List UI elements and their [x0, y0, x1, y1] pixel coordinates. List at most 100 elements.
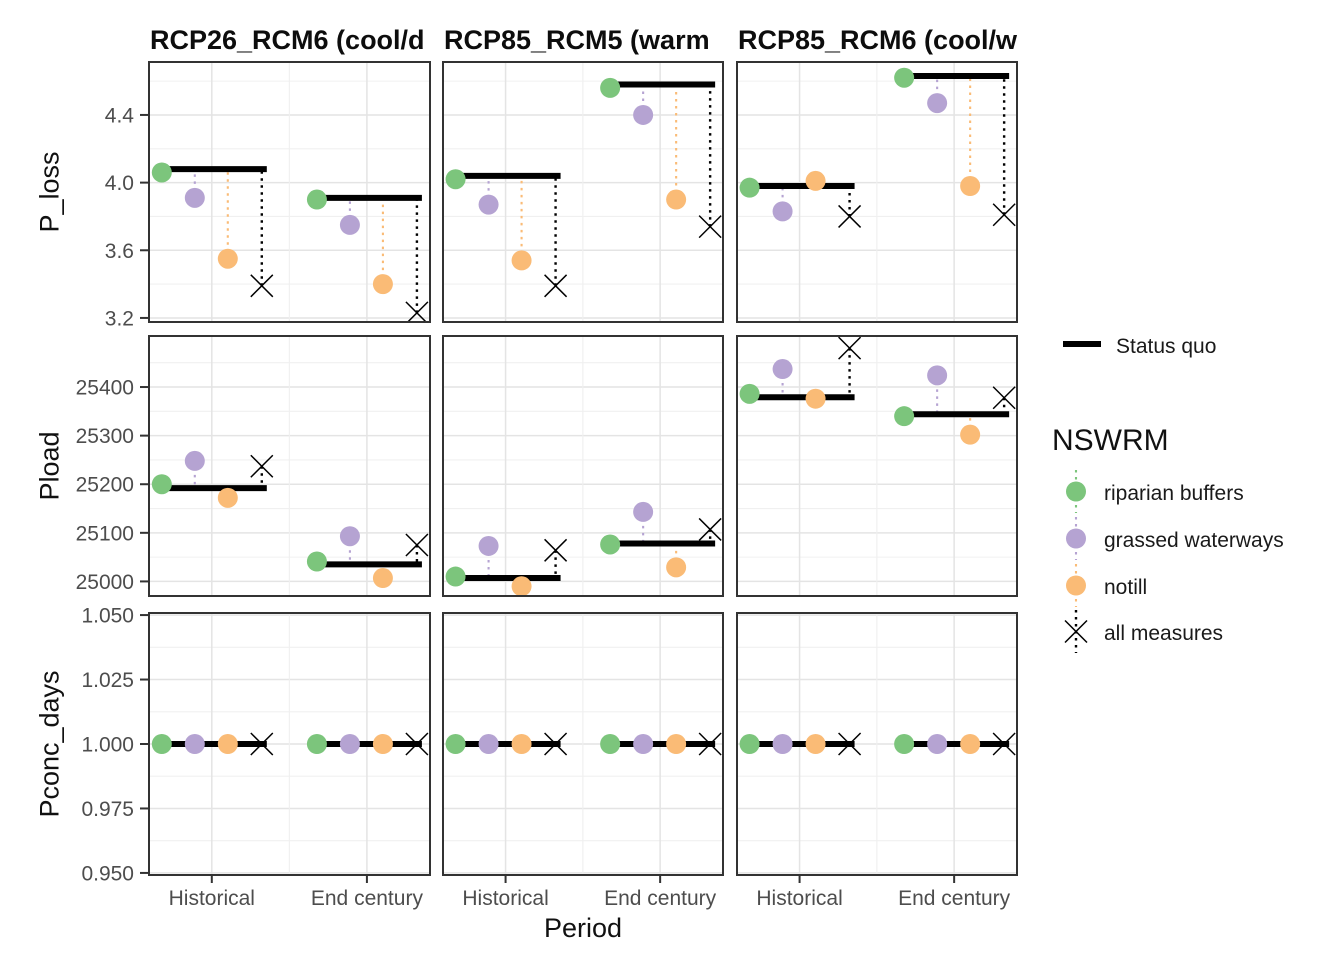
y-tick-label: 1.050 [81, 605, 134, 628]
grassed-waterways-swatch-icon [1062, 515, 1090, 567]
point-notill [960, 424, 981, 445]
point-riparian-buffers [151, 474, 172, 495]
point-all-measures [250, 274, 274, 298]
x-tick-label: End century [898, 887, 1011, 910]
point-all-measures [405, 533, 429, 557]
point-all-measures [992, 732, 1016, 756]
point-riparian-buffers [445, 169, 466, 190]
point-riparian-buffers [306, 734, 327, 754]
facet-title-rcp85-rcm5: RCP85_RCM5 (warm [444, 25, 710, 55]
y-tick-label: 1.000 [81, 734, 134, 757]
point-notill [805, 734, 826, 754]
x-tick-label: End century [604, 887, 717, 910]
panel-border [736, 61, 1018, 323]
legend-item-riparian-buffers-label: riparian buffers [1104, 481, 1244, 505]
panel-P_loss-col2 [736, 61, 1018, 323]
panel-data [151, 732, 429, 756]
facet-title-rcp26-rcm6: RCP26_RCM6 (cool/d [150, 25, 425, 55]
panel-border [442, 335, 724, 597]
panel-border [148, 612, 431, 876]
point-grassed-waterways [633, 104, 654, 125]
point-riparian-buffers [894, 734, 915, 754]
x-tick-label: Historical [756, 887, 842, 910]
all-measures-cross-icon [1062, 608, 1090, 660]
point-grassed-waterways [184, 187, 205, 208]
y-tick-label: 4.0 [105, 172, 134, 195]
panel-data [151, 450, 429, 589]
riparian-buffers-swatch-icon [1062, 468, 1090, 520]
legend-item-riparian-buffers: riparian buffers [1062, 468, 1244, 520]
panel-Pload-col1 [442, 335, 724, 597]
point-riparian-buffers [739, 734, 760, 754]
point-notill [511, 576, 532, 596]
y-tick-label: 25200 [76, 474, 134, 497]
point-all-measures [250, 454, 274, 478]
point-all-measures [250, 732, 274, 756]
point-notill [666, 189, 687, 210]
point-notill [217, 487, 238, 508]
point-notill [960, 734, 981, 754]
panel-border [148, 335, 431, 597]
status-quo-label: Status quo [1116, 334, 1217, 358]
point-all-measures [544, 538, 568, 562]
point-riparian-buffers [600, 77, 621, 98]
point-riparian-buffers [600, 734, 621, 754]
point-notill [217, 248, 238, 269]
point-grassed-waterways [478, 535, 499, 556]
legend-status-quo: Status quo [1062, 334, 1216, 359]
panel-P_loss-col1 [442, 61, 724, 323]
y-tick-label: 25000 [76, 571, 134, 594]
point-notill [372, 274, 393, 295]
panel-border [442, 612, 724, 876]
point-riparian-buffers [151, 734, 172, 754]
point-all-measures [405, 301, 429, 322]
point-all-measures [698, 517, 722, 541]
y-tick-label: 1.025 [81, 669, 134, 692]
point-grassed-waterways [633, 734, 654, 754]
point-grassed-waterways [478, 194, 499, 215]
point-grassed-waterways [772, 359, 793, 380]
y-tick-label: 25100 [76, 522, 134, 545]
row-label-pconc-days-text: Pconc_days [34, 670, 65, 818]
legend-item-all-measures-label: all measures [1104, 621, 1224, 645]
legend-item-grassed-waterways-label: grassed waterways [1104, 528, 1284, 552]
notill-swatch-icon [1062, 562, 1090, 614]
point-all-measures [992, 203, 1016, 227]
point-riparian-buffers [306, 189, 327, 210]
legend-item-notill: notill [1062, 562, 1147, 614]
status-quo-line-swatch [1062, 334, 1102, 359]
point-grassed-waterways [339, 214, 360, 235]
panel-data [739, 732, 1016, 756]
point-riparian-buffers [739, 383, 760, 404]
point-riparian-buffers [445, 566, 466, 587]
point-grassed-waterways [772, 201, 793, 222]
panel-data [151, 162, 429, 322]
point-all-measures [698, 732, 722, 756]
row-label-pload-text: Pload [34, 431, 65, 501]
panel-Pconc_days-col0: 0.950 0.975 1.000 1.025 1.050 Historical End c… [81, 605, 431, 910]
panel-data [445, 501, 722, 596]
point-all-measures [838, 732, 862, 756]
y-tick-label: 4.4 [105, 104, 135, 127]
point-all-measures [698, 215, 722, 239]
y-tick-label: 25400 [76, 377, 134, 400]
panel-data [445, 77, 722, 298]
point-notill [960, 175, 981, 196]
point-notill [372, 568, 393, 589]
x-tick-label: Historical [462, 887, 548, 910]
x-tick-label: Historical [169, 887, 255, 910]
point-all-measures [992, 386, 1016, 410]
panel-data [739, 67, 1016, 228]
panel-Pconc_days-col2: Historical End century [736, 612, 1018, 910]
point-grassed-waterways [184, 450, 205, 471]
row-label-p-loss-text: P_loss [34, 151, 65, 233]
panel-data [445, 732, 722, 756]
panel-Pconc_days-col1: Historical End century [442, 612, 724, 910]
point-riparian-buffers [445, 734, 466, 754]
x-tick-label: End century [311, 887, 424, 910]
panel-Pload-col2 [736, 335, 1018, 597]
point-notill [511, 734, 532, 754]
legend-item-all-measures: all measures [1062, 608, 1224, 660]
